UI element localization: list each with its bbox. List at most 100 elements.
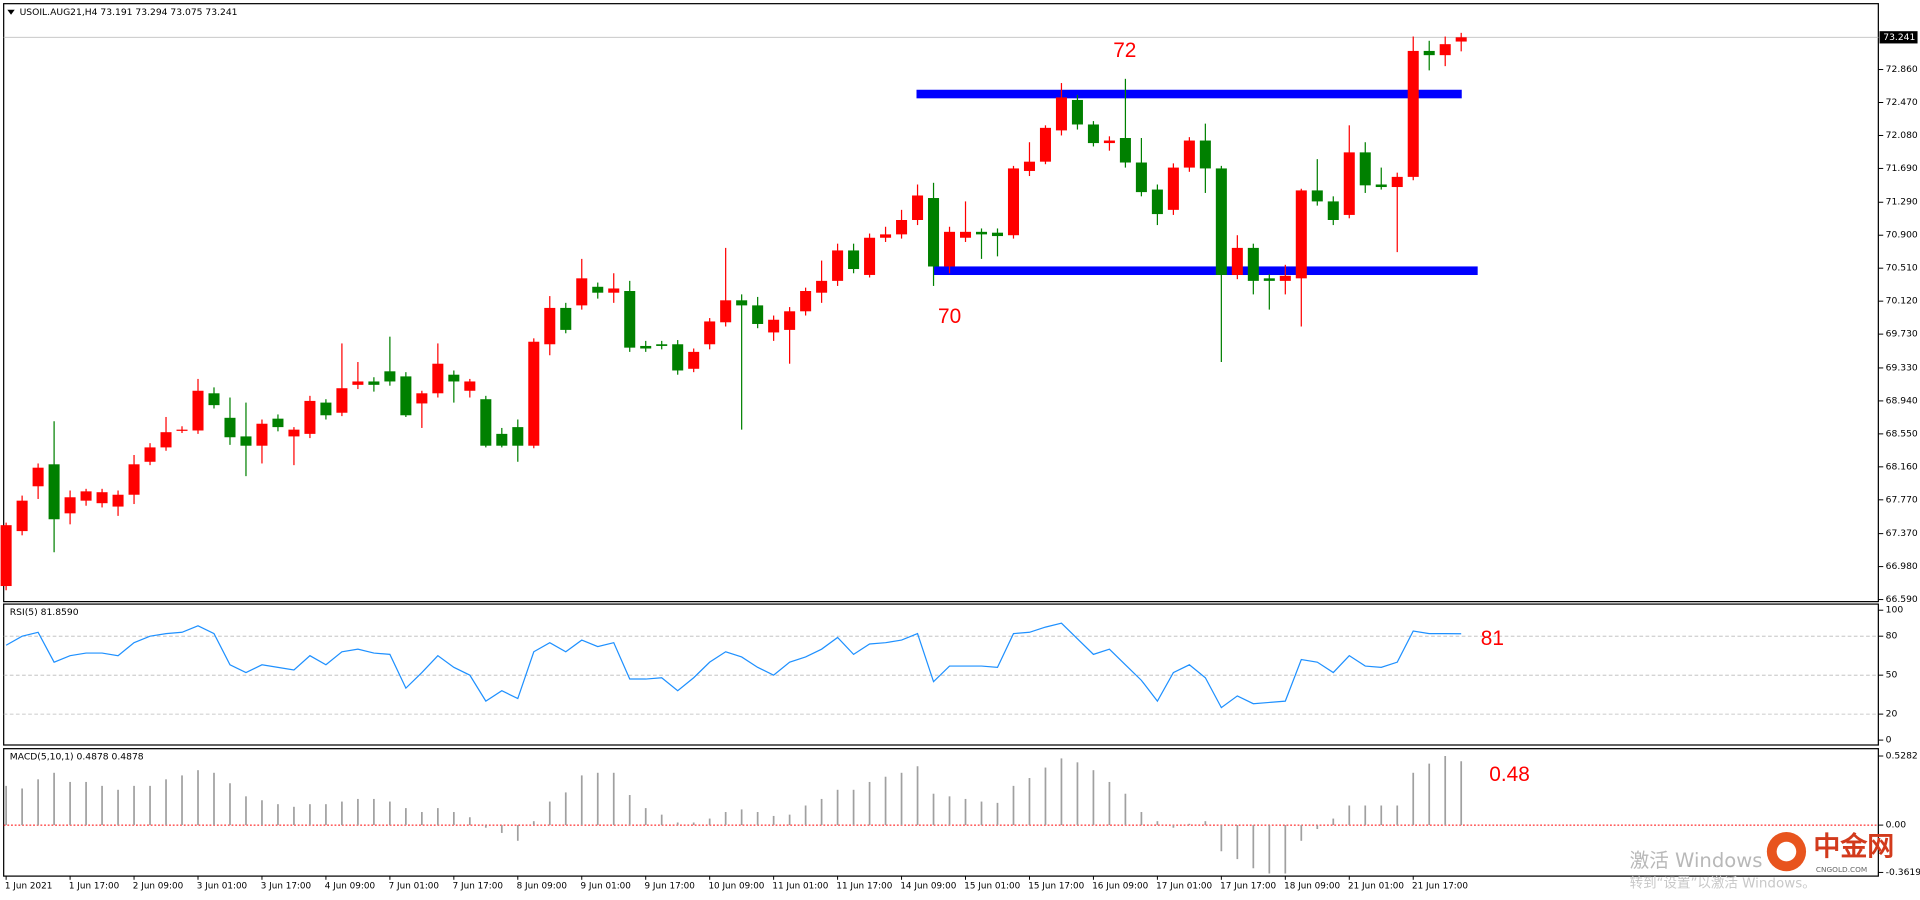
candle-body [560, 307, 572, 330]
candle-body [1311, 190, 1323, 202]
candle-body [1295, 190, 1307, 279]
candle-body [144, 447, 156, 462]
x-tick-label: 9 Jun 01:00 [581, 881, 632, 891]
candle-body [991, 232, 1004, 237]
candle-body [688, 351, 700, 369]
candle-body [208, 393, 220, 406]
x-tick-label: 9 Jun 17:00 [644, 881, 695, 891]
y-tick-label: -0.3619 [1886, 867, 1920, 878]
watermark-hint: 转到“设置”以激活 Windows。 [1630, 875, 1816, 891]
menu-arrow[interactable] [7, 9, 15, 15]
candle-body [1039, 127, 1051, 162]
y-tick-label: 69.730 [1886, 329, 1918, 340]
y-tick-label: 0 [1886, 735, 1892, 746]
candle-body [384, 371, 396, 382]
candle-body [0, 525, 12, 587]
y-tick-label: 100 [1886, 605, 1904, 616]
x-tick-label: 17 Jun 17:00 [1220, 881, 1276, 891]
candle-body [1327, 201, 1339, 221]
x-tick-label: 10 Jun 09:00 [708, 881, 764, 891]
candle-body [1183, 140, 1195, 168]
macd-title: MACD(5,10,1) 0.4878 0.4878 [10, 752, 144, 763]
candle-body [464, 381, 476, 391]
candle-body [624, 291, 636, 348]
y-tick-label: 68.550 [1886, 428, 1918, 439]
x-tick-label: 3 Jun 01:00 [197, 881, 248, 891]
logo-icon-inner [1776, 841, 1797, 862]
y-tick-label: 68.160 [1886, 461, 1918, 472]
candle-body [304, 400, 316, 434]
candle-body [416, 393, 428, 404]
logo-sub: CNGOLD.COM [1816, 865, 1867, 874]
annotation: 72 [1113, 39, 1136, 62]
candle-body [1455, 37, 1467, 42]
candle-body [80, 491, 92, 501]
y-tick-label: 20 [1886, 709, 1898, 720]
candle-body [224, 417, 236, 438]
candle-body [96, 492, 108, 504]
x-tick-label: 21 Jun 01:00 [1348, 881, 1404, 891]
candle-body [1439, 44, 1451, 56]
y-tick-label: 66.980 [1886, 561, 1918, 572]
candle-body [400, 376, 412, 416]
y-tick-label: 72.860 [1886, 64, 1918, 75]
x-tick-label: 15 Jun 17:00 [1028, 881, 1084, 891]
candle-body [320, 402, 332, 416]
macd-pane [3, 748, 1879, 877]
candle-body [1071, 99, 1083, 125]
candle-body [496, 433, 508, 446]
candle-body [1151, 189, 1163, 215]
y-tick-label: 71.690 [1886, 163, 1918, 174]
candle-body [608, 288, 620, 293]
price-pane [3, 3, 1879, 603]
y-tick-label: 67.370 [1886, 528, 1918, 539]
candle-body [1055, 97, 1067, 131]
x-tick-label: 16 Jun 09:00 [1092, 881, 1148, 891]
candle-body [1087, 124, 1099, 144]
y-tick-label: 0.5282 [1886, 751, 1918, 762]
candle-body [272, 418, 284, 428]
candle-body [736, 300, 748, 306]
candle-body [640, 345, 652, 349]
candle-body [1423, 50, 1435, 56]
candle-body [1391, 176, 1403, 188]
rsi-line [5, 622, 1462, 709]
logo-text: 中金网 [1813, 830, 1894, 862]
candle-body [112, 494, 124, 507]
candle-body [1199, 140, 1211, 169]
y-tick-label: 70.510 [1886, 263, 1918, 274]
candle-body [672, 344, 684, 371]
candle-body [336, 388, 348, 413]
y-tick-label: 80 [1886, 631, 1898, 642]
x-tick-label: 2 Jun 09:00 [133, 881, 184, 891]
x-tick-label: 15 Jun 01:00 [964, 881, 1020, 891]
candle-body [288, 429, 300, 437]
y-tick-label: 68.940 [1886, 395, 1918, 406]
x-tick-label: 17 Jun 01:00 [1156, 881, 1212, 891]
candle-body [1023, 161, 1035, 171]
x-tick-label: 18 Jun 09:00 [1284, 881, 1340, 891]
candle-body [48, 464, 60, 520]
x-tick-label: 1 Jun 17:00 [69, 881, 120, 891]
candle-body [1279, 275, 1291, 281]
rsi-title: RSI(5) 81.8590 [10, 607, 79, 618]
candle-body [768, 319, 780, 333]
candle-body [576, 278, 588, 306]
candle-body [704, 321, 716, 345]
current-price-box [1879, 31, 1918, 44]
candle-body [448, 374, 460, 382]
x-tick-label: 11 Jun 17:00 [836, 881, 892, 891]
candle-body [832, 250, 844, 281]
candle-body [176, 429, 188, 431]
candle-body [32, 467, 44, 487]
candle-body [656, 344, 668, 346]
candle-body [784, 311, 796, 330]
candle-body [64, 497, 76, 514]
candle-body [544, 307, 556, 345]
candle-body [128, 464, 140, 495]
candle-body [960, 231, 972, 238]
rsi-pane [3, 603, 1879, 746]
x-tick-label: 3 Jun 17:00 [261, 881, 312, 891]
current-price-label: 73.241 [1883, 32, 1915, 43]
